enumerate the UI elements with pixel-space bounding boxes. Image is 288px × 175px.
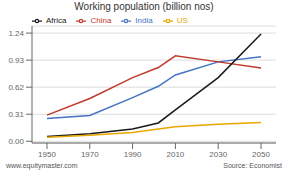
svg-text:0.00: 0.00 — [8, 137, 24, 146]
html-text:Africa: Africa — [46, 16, 67, 26]
svg-text:1.24: 1.24 — [8, 29, 24, 38]
svg-text:2050: 2050 — [252, 150, 270, 159]
html-text:US: US — [176, 16, 188, 26]
svg-text:0.62: 0.62 — [8, 83, 24, 92]
svg-text:2010: 2010 — [167, 150, 185, 159]
html-text:www.equitymaster.com: www.equitymaster.com — [6, 162, 78, 169]
html-text:China: China — [90, 16, 112, 26]
html-text:Working population (billion no: Working population (billion nos) — [74, 1, 214, 12]
svg-text:0.31: 0.31 — [8, 110, 24, 119]
html-text:India: India — [135, 16, 153, 26]
svg-text:1970: 1970 — [81, 150, 99, 159]
svg-text:1950: 1950 — [38, 150, 56, 159]
svg-text:2030: 2030 — [209, 150, 227, 159]
svg-text:1990: 1990 — [124, 150, 142, 159]
html-text:Source: Economist: Source: Economist — [223, 162, 282, 169]
svg-text:0.93: 0.93 — [8, 56, 24, 65]
